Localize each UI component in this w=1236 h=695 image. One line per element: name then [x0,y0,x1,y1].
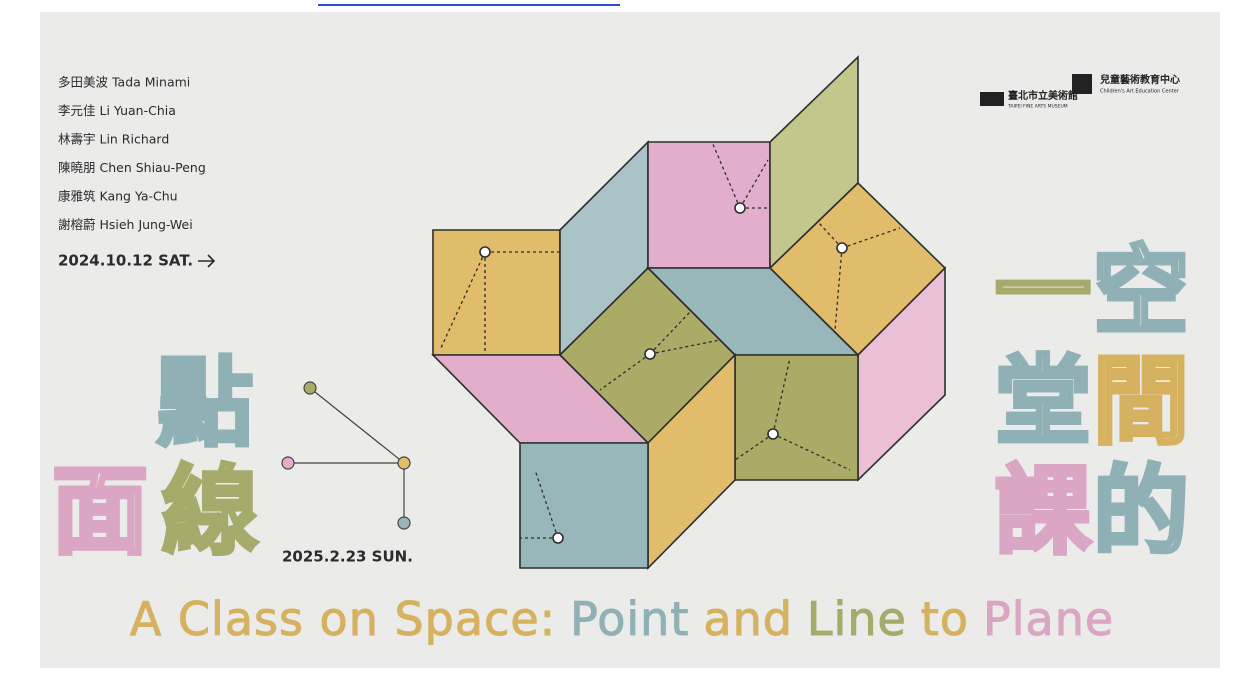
date-end: 2025.2.23 SUN. [282,548,413,566]
poster: 多田美波 Tada Minami 李元佳 Li Yuan-Chia 林壽宇 Lin … [40,12,1220,668]
title-zh-char: 點 [157,347,253,459]
point [735,203,745,213]
page: 多田美波 Tada Minami 李元佳 Li Yuan-Chia 林壽宇 Lin … [0,0,1236,695]
title-en-word: Point [570,592,689,646]
title-zh-char: 堂 [995,345,1091,457]
title-zh-char: 一 [995,235,1091,347]
artist-name: 李元佳 Li Yuan-Chia [58,103,176,118]
point [282,457,294,469]
logo-text: Children's Art Education Center [1100,89,1180,95]
artist-name: 陳曉朋 Chen Shiau-Peng [58,160,206,175]
point [480,247,490,257]
logo-text: 兒童藝術教育中心 [1100,73,1180,86]
artist-name: 多田美波 Tada Minami [58,75,190,90]
title-en-word: A Class on Space: [130,592,556,646]
title-zh-char: 空 [1093,235,1189,347]
point [398,457,410,469]
title-zh-char: 線 [162,455,258,567]
link-underline[interactable] [318,0,620,6]
logo-mark [980,92,1004,106]
title-en-word: Plane [983,592,1114,646]
point [304,382,316,394]
point [398,517,410,529]
plane [520,443,648,568]
title-en-word: Line [807,592,907,646]
title-en-word: to [921,592,969,646]
date-start: 2024.10.12 SAT. [58,252,193,270]
point [553,533,563,543]
poster-art: 多田美波 Tada Minami 李元佳 Li Yuan-Chia 林壽宇 Lin … [40,12,1220,668]
title-zh-char: 間 [1093,345,1189,457]
point [768,429,778,439]
title-zh-char: 的 [1093,455,1189,567]
point-line-diagram [282,382,410,529]
diagram-line [288,388,404,523]
artist-name: 康雅筑 Kang Ya-Chu [58,189,178,204]
artist-name: 謝榕蔚 Hsieh Jung-Wei [58,217,193,232]
title-en-word: and [703,592,793,646]
plane [735,355,858,480]
logo-text: TAIPEI FINE ARTS MUSEUM [1007,104,1068,110]
arrow [198,255,214,267]
title-zh-char: 面 [52,455,148,567]
title-zh-char: 課 [995,455,1091,567]
logo-text: 臺北市立美術館 [1008,89,1078,102]
geometry [433,57,945,568]
point [837,243,847,253]
plane [433,230,560,355]
plane [648,142,770,268]
artist-name: 林壽宇 Lin Richard [58,132,169,147]
point [645,349,655,359]
